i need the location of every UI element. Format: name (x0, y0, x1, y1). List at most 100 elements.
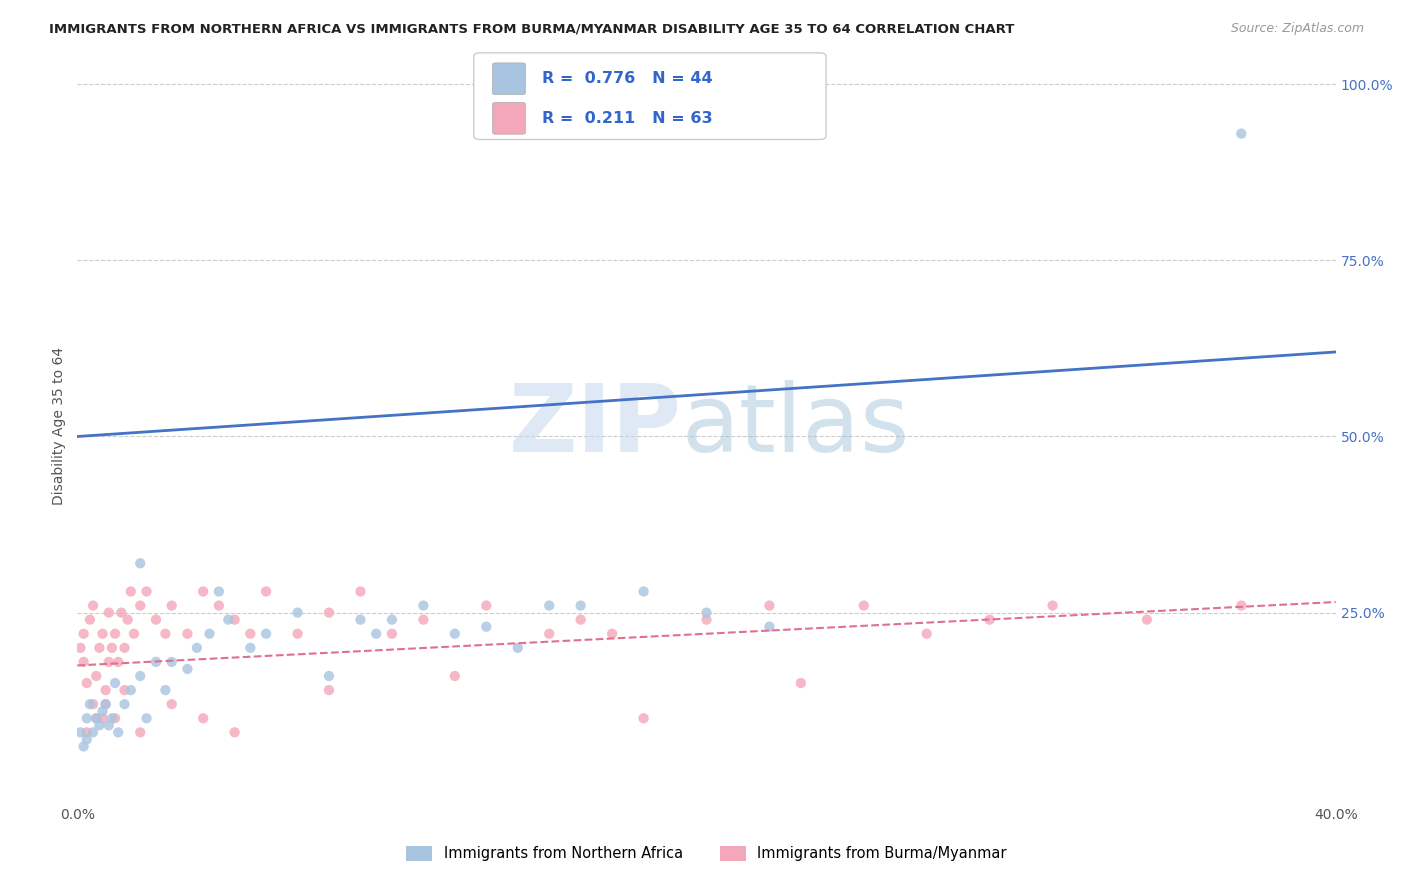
Y-axis label: Disability Age 35 to 64: Disability Age 35 to 64 (52, 347, 66, 505)
Point (475, 620, 498, 634)
Point (76, 711, 98, 725)
Point (129, 556, 152, 570)
Point (254, 584, 277, 599)
Point (633, 584, 655, 599)
Point (120, 683, 142, 698)
Point (117, 613, 139, 627)
Point (239, 626, 262, 640)
Point (84, 711, 107, 725)
Point (69, 725, 91, 739)
FancyBboxPatch shape (492, 63, 526, 95)
Point (122, 626, 145, 640)
Point (155, 683, 177, 698)
Point (97, 606, 120, 620)
Text: IMMIGRANTS FROM NORTHERN AFRICA VS IMMIGRANTS FROM BURMA/MYANMAR DISABILITY AGE : IMMIGRANTS FROM NORTHERN AFRICA VS IMMIG… (49, 22, 1015, 36)
Point (254, 626, 277, 640)
Point (412, 599, 434, 613)
Point (104, 711, 127, 725)
Point (176, 662, 198, 676)
Point (129, 669, 152, 683)
Point (82, 725, 104, 739)
Point (110, 606, 132, 620)
Point (91, 626, 114, 640)
Point (97, 718, 120, 732)
FancyBboxPatch shape (474, 53, 827, 139)
Point (160, 697, 183, 711)
Point (381, 613, 404, 627)
Point (381, 626, 404, 640)
Point (79, 613, 101, 627)
Point (76, 732, 98, 747)
Point (89, 718, 111, 732)
Point (569, 599, 592, 613)
Point (82, 697, 104, 711)
Point (198, 626, 221, 640)
Point (135, 711, 157, 725)
Point (538, 626, 561, 640)
Point (97, 655, 120, 669)
Point (366, 626, 388, 640)
Point (444, 669, 467, 683)
Point (600, 626, 623, 640)
Point (758, 599, 780, 613)
Point (412, 613, 434, 627)
Point (475, 599, 498, 613)
Point (208, 599, 231, 613)
Point (1042, 599, 1064, 613)
Point (217, 613, 239, 627)
Point (104, 626, 127, 640)
Point (349, 613, 371, 627)
Point (91, 704, 114, 718)
Point (758, 620, 780, 634)
Point (160, 655, 183, 669)
Point (1136, 613, 1159, 627)
Point (790, 676, 813, 690)
Point (129, 599, 152, 613)
Point (696, 606, 718, 620)
Point (208, 584, 231, 599)
Point (84, 711, 107, 725)
Point (318, 606, 340, 620)
Point (633, 711, 655, 725)
Point (224, 613, 246, 627)
Point (145, 655, 167, 669)
Text: R =  0.776   N = 44: R = 0.776 N = 44 (541, 71, 713, 87)
Point (107, 655, 129, 669)
Point (852, 599, 875, 613)
Point (191, 584, 215, 599)
Point (155, 626, 177, 640)
Point (72, 655, 94, 669)
Point (101, 640, 124, 655)
Point (506, 640, 529, 655)
Point (94, 697, 117, 711)
Text: atlas: atlas (682, 380, 910, 472)
Text: R =  0.211   N = 63: R = 0.211 N = 63 (541, 111, 713, 126)
Point (160, 599, 183, 613)
Point (91, 711, 114, 725)
Point (114, 683, 136, 698)
Point (114, 697, 136, 711)
Point (101, 711, 124, 725)
Point (129, 725, 152, 739)
Point (72, 626, 94, 640)
Point (176, 626, 198, 640)
Point (114, 640, 136, 655)
Point (120, 584, 142, 599)
Point (569, 613, 592, 627)
Point (69, 640, 91, 655)
FancyBboxPatch shape (492, 103, 526, 134)
Point (104, 676, 127, 690)
Point (318, 669, 340, 683)
Point (1230, 127, 1253, 141)
Point (287, 606, 309, 620)
Point (94, 683, 117, 698)
Point (135, 584, 157, 599)
Point (191, 711, 215, 725)
Point (349, 584, 371, 599)
Point (89, 640, 111, 655)
Point (444, 626, 467, 640)
Point (915, 626, 938, 640)
Point (186, 640, 208, 655)
Point (538, 599, 561, 613)
Text: ZIP: ZIP (509, 380, 682, 472)
